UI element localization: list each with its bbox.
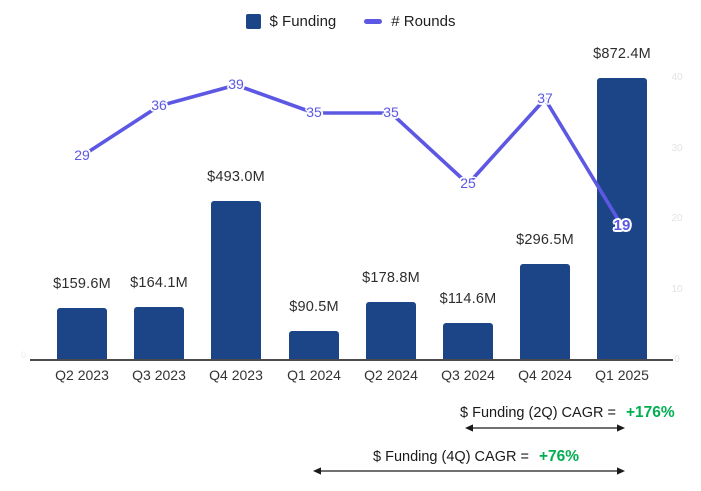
left-axis-tick-label: 0 <box>20 350 26 360</box>
cagr-2q-label: $ Funding (2Q) CAGR = <box>460 405 620 421</box>
cagr-4q-value: +76% <box>538 448 580 465</box>
funding-bar <box>366 302 416 360</box>
bar-value-label: $493.0M <box>207 169 265 185</box>
x-axis-tick-label: Q3 2023 <box>132 367 186 383</box>
x-axis-tick-label: Q3 2024 <box>441 367 495 383</box>
right-axis-tick-label: 40 <box>671 72 683 83</box>
cagr-4q-annotation: $ Funding (4Q) CAGR = +76% <box>373 448 579 466</box>
rounds-point-label: 29 <box>74 147 90 163</box>
chart-legend: $ Funding # Rounds <box>0 13 701 30</box>
funding-swatch-icon <box>245 14 261 29</box>
right-axis-tick-label: 0 <box>674 354 680 365</box>
x-axis-tick-label: Q4 2023 <box>209 367 263 383</box>
rounds-point-label: 39 <box>228 76 244 92</box>
funding-bar <box>289 331 339 360</box>
bar-value-label: $296.5M <box>516 232 574 248</box>
cagr-range-arrow <box>465 424 625 432</box>
x-axis-tick-label: Q1 2025 <box>595 367 649 383</box>
rounds-swatch-icon <box>364 19 383 24</box>
x-axis-tick-label: Q2 2024 <box>364 367 418 383</box>
bar-value-label: $114.6M <box>439 291 497 307</box>
funding-bar <box>57 308 107 360</box>
funding-bar <box>520 264 570 360</box>
bar-value-label: $159.6M <box>53 276 111 292</box>
right-axis-tick-label: 20 <box>671 213 683 224</box>
funding-bar <box>211 201 261 360</box>
bar-value-label: $164.1M <box>130 275 188 291</box>
x-axis-tick-label: Q2 2023 <box>55 367 109 383</box>
x-axis-tick-label: Q1 2024 <box>287 367 341 383</box>
legend-rounds-label: # Rounds <box>391 13 456 30</box>
rounds-point-label: 35 <box>383 104 399 120</box>
cagr-2q-annotation: $ Funding (2Q) CAGR = +176% <box>460 404 675 422</box>
funding-bar <box>443 323 493 360</box>
rounds-point-label: 35 <box>306 104 322 120</box>
x-axis-tick-label: Q4 2024 <box>518 367 572 383</box>
cagr-2q-value: +176% <box>625 404 675 421</box>
right-axis-tick-label: 30 <box>671 143 683 154</box>
rounds-point-label: 25 <box>460 175 476 191</box>
legend-item-rounds: # Rounds <box>364 13 455 30</box>
right-axis-tick-label: 10 <box>671 284 683 295</box>
cagr-4q-label: $ Funding (4Q) CAGR = <box>373 449 533 465</box>
cagr-range-arrow <box>313 467 625 475</box>
x-axis-line <box>30 359 673 361</box>
bar-value-label: $178.8M <box>362 270 420 286</box>
legend-funding-label: $ Funding <box>269 13 337 30</box>
bar-value-label: $90.5M <box>289 299 339 315</box>
legend-item-funding: $ Funding <box>245 13 337 30</box>
funding-bar <box>134 307 184 360</box>
rounds-point-label: 37 <box>537 90 553 106</box>
rounds-point-label: 36 <box>151 97 167 113</box>
bar-value-label: $872.4M <box>593 46 651 62</box>
rounds-point-label: 19 <box>613 217 631 234</box>
